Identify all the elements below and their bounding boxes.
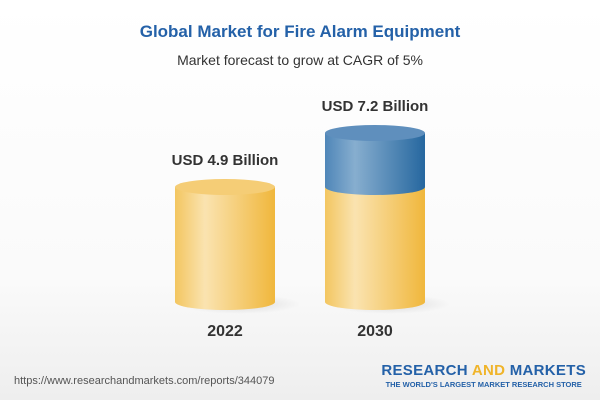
x-tick-label: 2022 <box>207 323 243 340</box>
chart-subtitle: Market forecast to grow at CAGR of 5% <box>177 52 423 68</box>
cylinder-base-segment <box>325 187 425 310</box>
research-and-markets-logo: RESEARCH AND MARKETS THE WORLD'S LARGEST… <box>381 362 586 389</box>
cylinder-base-segment <box>175 187 275 310</box>
chart-title: Global Market for Fire Alarm Equipment <box>139 22 461 41</box>
cylinder-top <box>325 125 425 142</box>
cylinder-growth-segment <box>325 133 425 195</box>
data-label: USD 4.9 Billion <box>172 152 279 169</box>
cylinder-top <box>175 179 275 195</box>
data-label: USD 7.2 Billion <box>322 98 429 115</box>
source-url[interactable]: https://www.researchandmarkets.com/repor… <box>14 375 275 387</box>
x-tick-label: 2030 <box>357 323 393 340</box>
